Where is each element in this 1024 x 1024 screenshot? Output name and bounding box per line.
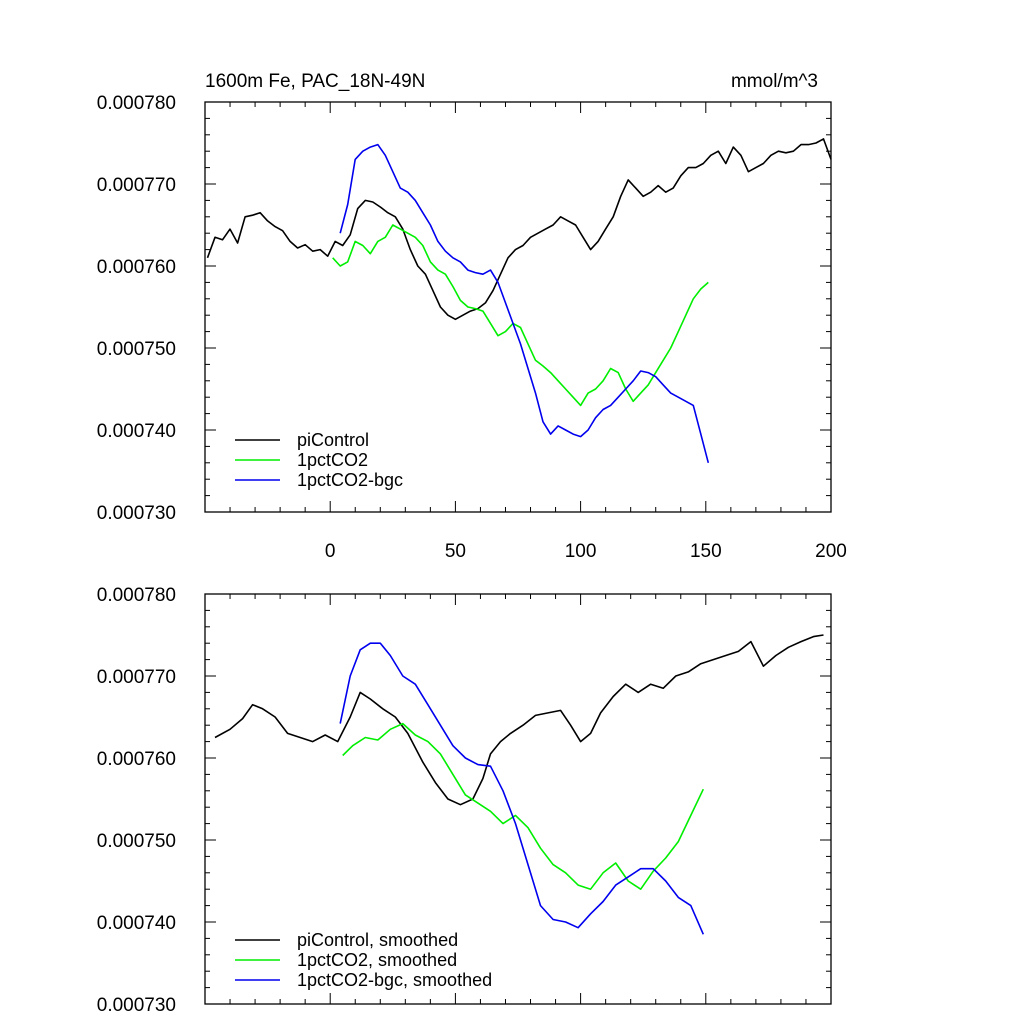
y-tick-label: 0.000730 (97, 503, 176, 524)
legend-label: piControl (297, 430, 369, 450)
y-tick-label: 0.000730 (97, 995, 176, 1016)
x-tick-label: 200 (815, 541, 847, 562)
series-line (214, 634, 824, 806)
plot-frame (204, 593, 832, 1005)
x-tick-label: 100 (565, 541, 597, 562)
y-tick-label: 0.000780 (97, 93, 176, 114)
y-tick-label: 0.000770 (97, 175, 176, 196)
chart-title: 1600m Fe, PAC_18N-49N (205, 71, 425, 92)
y-tick-label: 0.000780 (97, 585, 176, 606)
top-panel: 0.000730 0.000740 0.000750 0.000760 0.000770… (97, 93, 847, 562)
legend-label: 1pctCO2 (297, 450, 368, 470)
series-line (342, 722, 705, 891)
y-tick-label: 0.000740 (97, 421, 176, 442)
x-tick-label: 0 (325, 541, 336, 562)
x-tick-label: 150 (690, 541, 722, 562)
y-tick-label: 0.000760 (97, 257, 176, 278)
units-label: mmol/m^3 (731, 71, 818, 92)
legend-label: piControl, smoothed (297, 930, 458, 950)
y-tick-label: 0.000760 (97, 749, 176, 770)
plot-frame (204, 101, 832, 513)
y-tick-label: 0.000770 (97, 667, 176, 688)
y-tick-label: 0.000750 (97, 339, 176, 360)
y-tick-label: 0.000740 (97, 913, 176, 934)
y-tick-label: 0.000750 (97, 831, 176, 852)
series-line (339, 642, 705, 935)
bottom-panel: 0.000730 0.000740 0.000750 0.000760 0.000770… (97, 585, 832, 1016)
legend-label: 1pctCO2-bgc (297, 470, 403, 490)
legend-label: 1pctCO2-bgc, smoothed (297, 970, 492, 990)
series-line (332, 224, 709, 407)
series-line (339, 143, 710, 464)
legend-label: 1pctCO2, smoothed (297, 950, 457, 970)
series-line (206, 138, 832, 321)
x-tick-label: 50 (445, 541, 466, 562)
